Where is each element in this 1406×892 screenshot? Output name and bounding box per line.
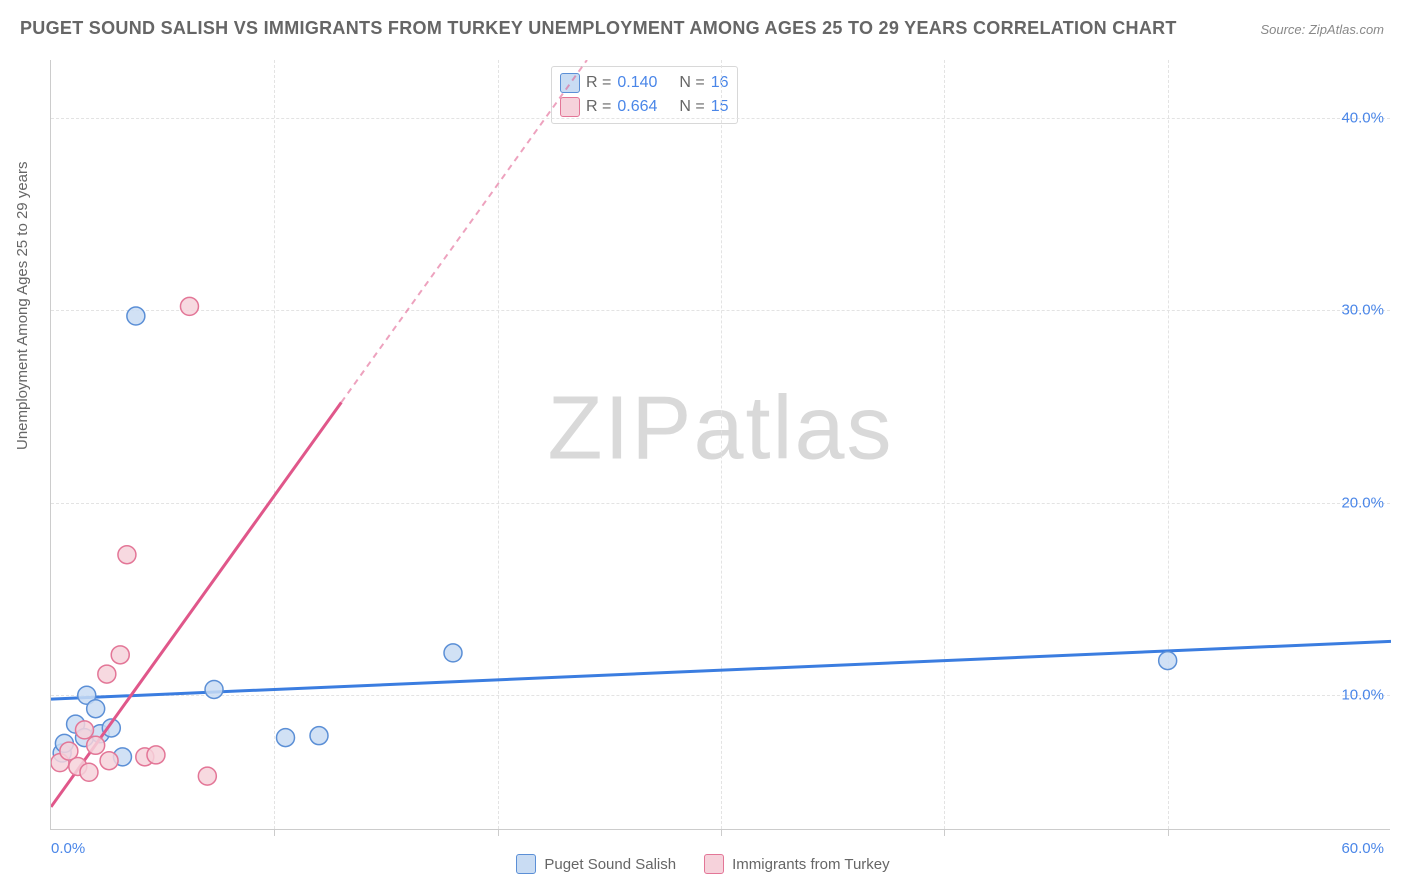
data-point bbox=[76, 721, 94, 739]
data-point bbox=[277, 729, 295, 747]
x-tickmark bbox=[1168, 829, 1169, 836]
data-point bbox=[127, 307, 145, 325]
legend-series-item: Puget Sound Salish bbox=[516, 854, 676, 874]
legend-swatch bbox=[516, 854, 536, 874]
legend-series-label: Immigrants from Turkey bbox=[732, 856, 890, 873]
data-point bbox=[80, 763, 98, 781]
data-point bbox=[444, 644, 462, 662]
regression-line bbox=[51, 641, 1391, 699]
legend-series-label: Puget Sound Salish bbox=[544, 856, 676, 873]
data-point bbox=[100, 752, 118, 770]
data-point bbox=[180, 297, 198, 315]
data-point bbox=[205, 680, 223, 698]
legend-series: Puget Sound Salish Immigrants from Turkey bbox=[0, 854, 1406, 874]
data-point bbox=[147, 746, 165, 764]
data-point bbox=[1159, 652, 1177, 670]
data-point bbox=[118, 546, 136, 564]
plot-svg bbox=[51, 60, 1391, 830]
data-point bbox=[98, 665, 116, 683]
data-point bbox=[87, 700, 105, 718]
x-tickmark bbox=[274, 829, 275, 836]
data-point bbox=[198, 767, 216, 785]
source-label: Source: ZipAtlas.com bbox=[1260, 22, 1384, 37]
data-point bbox=[87, 736, 105, 754]
legend-series-item: Immigrants from Turkey bbox=[704, 854, 890, 874]
x-tickmark bbox=[498, 829, 499, 836]
data-point bbox=[310, 727, 328, 745]
y-axis-label: Unemployment Among Ages 25 to 29 years bbox=[14, 161, 31, 450]
regression-line-dashed bbox=[341, 60, 587, 402]
chart-title: PUGET SOUND SALISH VS IMMIGRANTS FROM TU… bbox=[20, 18, 1177, 39]
data-point bbox=[111, 646, 129, 664]
scatter-plot: ZIPatlas R =0.140N =16R =0.664N =15 0.0%… bbox=[50, 60, 1390, 830]
x-tickmark bbox=[721, 829, 722, 836]
x-tickmark bbox=[944, 829, 945, 836]
legend-swatch bbox=[704, 854, 724, 874]
